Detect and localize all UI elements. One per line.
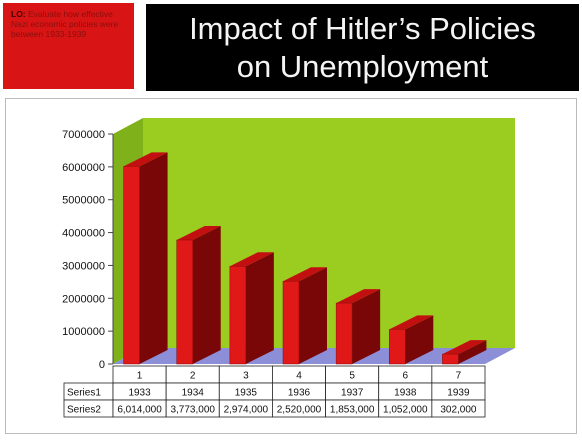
y-tick-label: 4000000 [62,228,105,240]
title-line-1: Impact of Hitler’s Policies [189,11,536,46]
table-cell-value: 3,773,000 [170,405,215,416]
table-cell-value: 2,520,000 [277,405,322,416]
table-cell-value: 1,853,000 [330,405,375,416]
y-tick-label: 7000000 [62,129,105,141]
bar-front [229,266,247,365]
table-cell-value: 1934 [182,388,205,399]
bar-top [176,226,221,241]
page-title: Impact of Hitler’s Policies on Unemploym… [146,4,579,91]
x-category-label: 5 [349,371,355,382]
bar-side [352,289,381,364]
bar-top [229,252,274,267]
bar-top [336,289,381,304]
bars [123,152,487,365]
lo-text: Evaluate how effective Nazi economic pol… [11,9,119,39]
y-tick-label: 6000000 [62,162,105,174]
bar-front [123,166,140,365]
y-tick-label: 2000000 [62,293,105,305]
table-row-label: Series2 [67,405,101,416]
bar [335,289,381,365]
bar-side [192,226,221,364]
bar-side [245,252,274,364]
bar-front [176,239,193,365]
table-cell-value: 2,974,000 [224,405,269,416]
table-cell-value: 6,014,000 [117,405,162,416]
lo-label: LO: [11,9,26,19]
table-cell-value: 1936 [288,388,311,399]
bar [176,226,221,365]
table-cell-value: 1935 [235,388,258,399]
bar-top [442,340,487,355]
bar [229,252,274,365]
table-cell-value: 1938 [394,388,417,399]
title-line-2: on Unemployment [236,49,489,84]
table-cell-value: 1937 [341,388,364,399]
x-category-label: 3 [243,371,249,382]
y-tick-label: 5000000 [62,195,105,207]
table-cell-value: 302,000 [440,405,477,416]
bar-side [299,267,327,364]
bar [389,315,434,365]
learning-objective-box: LO: Evaluate how effective Nazi economic… [3,3,134,89]
bar-front [389,329,406,365]
bar-top [283,267,327,282]
bar-side [458,340,487,364]
bar-front [282,280,300,365]
x-category-label: 6 [403,371,409,382]
y-tick-label: 3000000 [62,260,105,272]
data-table: 1 2 3 4 5 6 7 Series1 1933 1934 1935 1936 1937 1938 19… [63,365,486,418]
x-category-label: 4 [296,371,302,382]
bar-front [335,302,353,365]
x-category-label: 1 [137,371,143,382]
y-tick-label: 0 [99,359,105,371]
y-tick-label: 1000000 [62,326,105,338]
y-axis: 7000000 6000000 5000000 4000000 3000000 20000… [62,129,114,371]
table-row-label: Series1 [67,388,101,399]
table-cell-value: 1,052,000 [383,405,428,416]
bar [282,267,327,365]
x-category-label: 2 [190,371,196,382]
x-category-label: 7 [456,371,462,382]
bar-side [405,315,434,364]
bar-side [139,152,168,364]
table-cell-value: 1933 [128,388,151,399]
bar [123,152,168,365]
bar [442,340,487,365]
bar-front [442,353,459,365]
bar-top [123,152,168,167]
bar-top [389,315,434,330]
table-cell-value: 1939 [447,388,470,399]
table-cell [431,399,486,418]
